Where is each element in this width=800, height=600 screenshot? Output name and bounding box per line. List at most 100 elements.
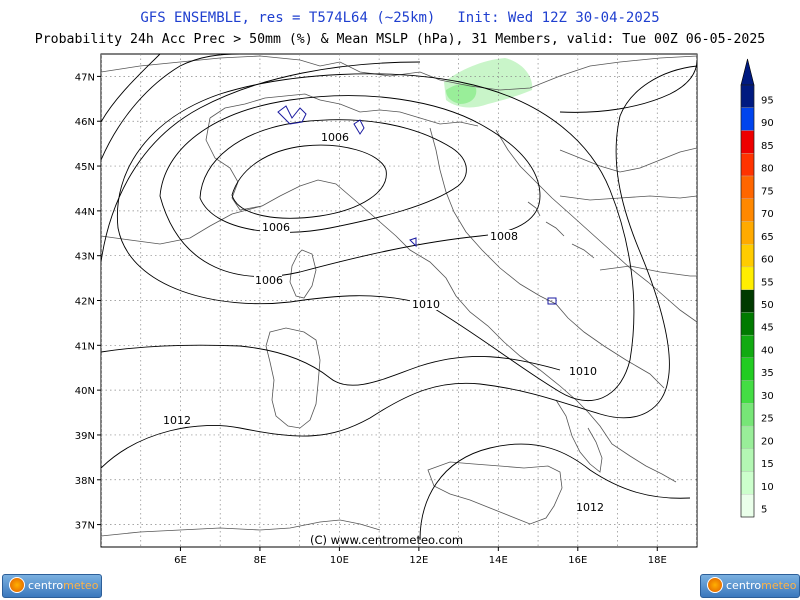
legend-swatch [740,130,755,154]
logo-text-accent: meteo [63,579,99,592]
legend-swatch [740,107,755,131]
product-line: Probability 24h Acc Prec > 50mm (%) & Me… [34,32,766,47]
lon-axis: 6E 8E 10E 12E 14E 16E 18E [174,547,667,566]
isobar-1008 [159,95,541,278]
lat-tick-label: 38N [75,476,95,487]
legend-swatch [740,175,755,199]
copyright-text: (C) www.centrometeo.com [310,533,463,547]
legend-level-label: 10 [761,482,774,493]
lon-tick-label: 6E [174,555,187,566]
lat-tick-label: 47N [75,72,95,83]
legend-level-label: 75 [761,186,774,197]
lat-tick-label: 44N [75,207,95,218]
isobar-labels: 1006 1006 1006 1008 1010 1010 1012 1012 [161,131,604,514]
precip-prob-area-high [446,83,477,104]
isobar-far-nw [101,54,241,161]
legend-level-label: 80 [761,164,774,175]
isobar-far-nw-2 [101,54,161,123]
logo-text: centro [28,579,64,592]
legend-level-label: 95 [761,95,774,106]
legend-swatch [740,312,755,336]
isobar-label: 1006 [321,131,349,144]
init-line: Init: Wed 12Z 30-04-2025 [457,10,660,26]
centrometeo-logo-left[interactable]: centrometeo [2,574,102,598]
lon-tick-label: 18E [648,555,667,566]
legend-level-label: 55 [761,277,774,288]
legend-level-label: 5 [761,505,767,516]
isobar-ne [559,59,697,113]
legend-swatch [740,289,755,313]
lon-tick-label: 8E [254,555,267,566]
legend-level-label: 85 [761,141,774,152]
legend-level-label: 20 [761,436,774,447]
isobar-label: 1012 [163,414,191,427]
isobar-1006-inner [231,144,387,219]
legend-level-label: 30 [761,391,774,402]
isobar-1010 [116,73,635,401]
lat-tick-label: 41N [75,341,95,352]
legend-colorbar: 5 10 15 20 25 30 35 40 45 50 55 60 65 70 75 80 85 90 95 [740,58,774,518]
isobar-1006-outer [199,119,467,233]
legend-level-label: 70 [761,209,774,220]
lon-tick-label: 10E [330,555,349,566]
isobar-1012-south [419,443,691,541]
lon-tick-label: 12E [409,555,428,566]
isobar-label: 1010 [569,365,597,378]
precip-contours [277,105,557,305]
legend-swatch [740,494,755,518]
legend-level-label: 90 [761,118,774,129]
legend-swatch [740,403,755,427]
logo-icon [9,577,25,593]
logo-text-accent: meteo [761,579,797,592]
legend-swatch [740,471,755,495]
isobar-label: 1006 [262,221,290,234]
legend-level-label: 60 [761,255,774,266]
legend-level-label: 45 [761,323,774,334]
logo-icon [707,577,723,593]
lat-tick-label: 45N [75,162,95,173]
isobar-label: 1008 [490,230,518,243]
lon-tick-label: 14E [489,555,508,566]
model-line: GFS ENSEMBLE, res = T574L64 (~25km) [140,10,436,26]
lat-tick-label: 40N [75,386,95,397]
legend-swatch [740,357,755,381]
legend-swatch [740,448,755,472]
legend-swatch [740,266,755,290]
legend-border [740,84,755,518]
legend-swatch [740,84,755,108]
logo-text: centro [726,579,762,592]
legend-swatch [740,153,755,177]
legend-swatch [740,380,755,404]
legend-level-label: 15 [761,459,774,470]
legend-swatch [740,425,755,449]
isobar-1012-mid [101,344,561,386]
legend-swatch [740,198,755,222]
legend-level-label: 35 [761,368,774,379]
lat-tick-label: 43N [75,252,95,263]
legend-level-label: 25 [761,414,774,425]
legend-swatch [740,334,755,358]
lat-tick-label: 46N [75,117,95,128]
lat-lon-grid [101,54,697,547]
lat-tick-label: 37N [75,521,95,532]
isobars [101,54,697,541]
legend-swatch [740,221,755,245]
isobar-label: 1010 [412,298,440,311]
isobar-label: 1012 [576,501,604,514]
coastlines [101,55,697,537]
lat-axis: 37N 38N 39N 40N 41N 42N 43N 44N 45N 46N 47N [75,72,101,532]
lat-tick-label: 42N [75,297,95,308]
legend-swatch [740,244,755,268]
legend-level-label: 40 [761,345,774,356]
lat-tick-label: 39N [75,431,95,442]
lon-tick-label: 16E [568,555,587,566]
legend-arrow-top [740,58,755,86]
isobar-1012 [101,65,697,469]
legend-level-label: 50 [761,300,774,311]
legend-level-label: 65 [761,232,774,243]
isobar-1010-north [101,61,421,263]
chart-title: GFS ENSEMBLE, res = T574L64 (~25km) Init:… [0,10,800,26]
isobar-label: 1006 [255,274,283,287]
centrometeo-logo-right[interactable]: centrometeo [700,574,800,598]
